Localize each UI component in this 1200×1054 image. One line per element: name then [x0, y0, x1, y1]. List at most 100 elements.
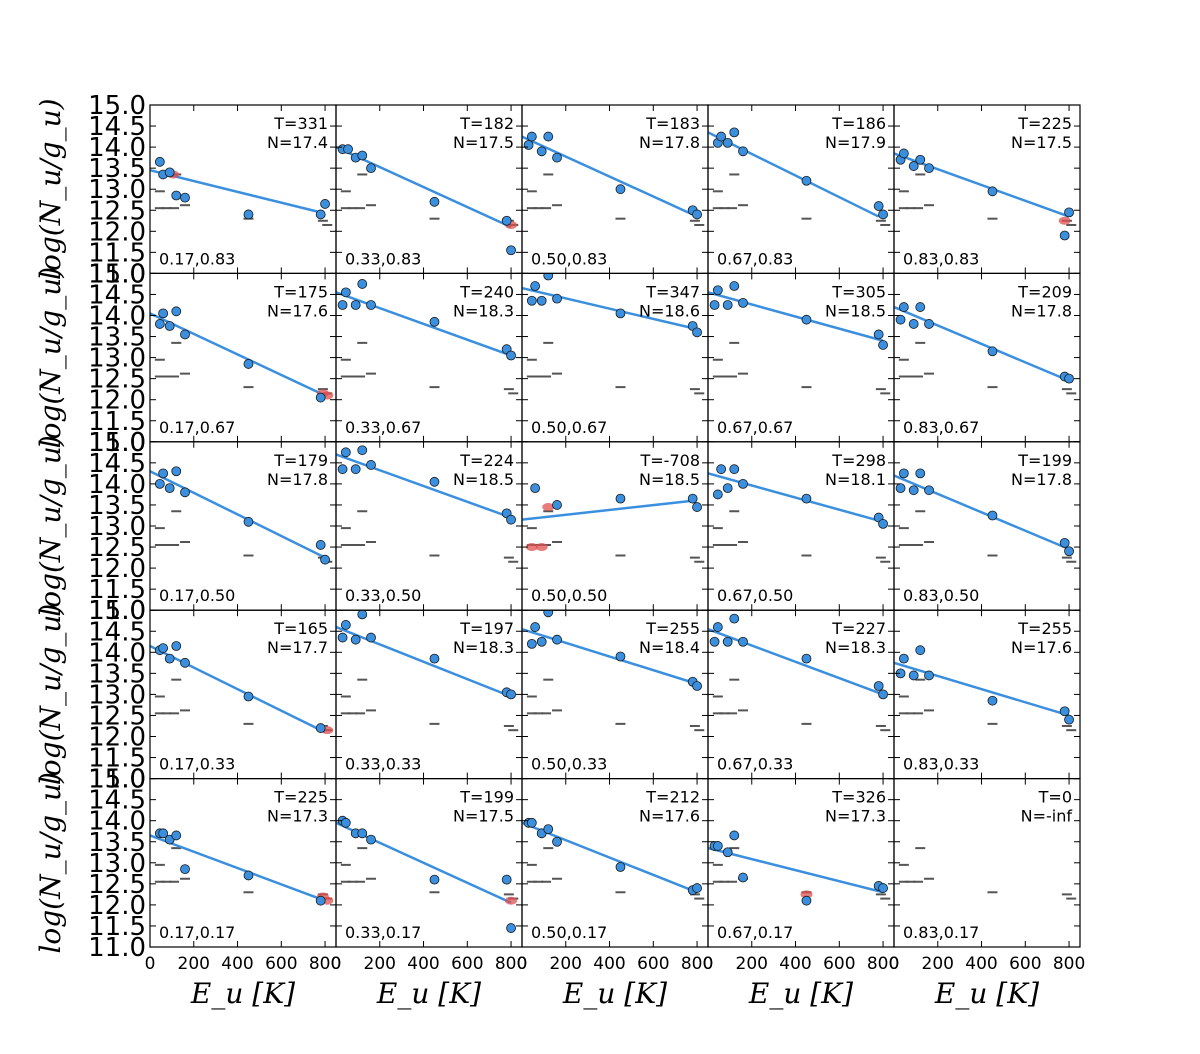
data-point [895, 314, 906, 325]
panel-column-density-label: N=17.3 [267, 807, 328, 826]
panel-position-label: 0.83,0.83 [903, 249, 979, 268]
panel-position-label: 0.50,0.50 [531, 586, 607, 605]
x-tick-label: 600 [265, 954, 297, 974]
data-point [898, 468, 909, 479]
panel-column-density-label: N=17.5 [1011, 133, 1072, 152]
x-tick-label: 400 [593, 954, 625, 974]
data-point [154, 478, 165, 489]
y-tick-label: 15.0 [88, 91, 146, 121]
data-point [801, 314, 812, 325]
data-point [873, 329, 884, 340]
x-tick-label: 600 [451, 954, 483, 974]
data-point [722, 137, 733, 148]
panel-column-density-label: N=17.8 [1011, 470, 1072, 489]
panel-column-density-label: N=18.4 [639, 638, 700, 657]
x-axis-title: E_u [K] [934, 977, 1039, 1010]
fit-line [150, 644, 326, 734]
y-tick-label: 11.5 [88, 912, 146, 942]
fit-line [522, 135, 694, 216]
panel-column-density-label: N=17.5 [453, 133, 514, 152]
panel-r2c0: T=179N=17.80.17,0.5011.011.512.012.513.0… [34, 428, 337, 626]
data-point [429, 316, 440, 327]
panel-temperature-label: T=227 [831, 619, 886, 638]
panel-position-label: 0.33,0.33 [345, 755, 421, 774]
data-point [171, 641, 182, 651]
panel-plot-area [150, 156, 333, 226]
panel-position-label: 0.33,0.50 [345, 586, 421, 605]
panel-position-label: 0.67,0.83 [717, 249, 793, 268]
panel-position-label: 0.33,0.17 [345, 923, 421, 942]
panel-column-density-label: N=18.5 [453, 470, 514, 489]
data-point [506, 245, 516, 256]
panel-position-label: 0.83,0.67 [903, 418, 979, 437]
data-point [158, 643, 169, 653]
data-point [315, 723, 326, 733]
y-tick-label: 12.0 [88, 386, 146, 416]
data-point [164, 653, 175, 664]
data-point [350, 634, 361, 645]
panel-position-label: 0.17,0.83 [159, 249, 235, 268]
data-point [692, 681, 702, 691]
data-point [801, 895, 812, 906]
data-point [552, 500, 562, 510]
data-point [1064, 714, 1074, 725]
panel-column-density-label: N=18.5 [639, 470, 700, 489]
data-point [543, 273, 554, 281]
y-tick-label: 14.5 [88, 280, 146, 310]
data-point [530, 281, 541, 291]
data-point [1059, 706, 1070, 717]
panel-column-density-label: N=18.3 [453, 638, 514, 657]
data-point [878, 209, 888, 220]
data-point [315, 392, 326, 403]
panel-r4c0: T=225N=17.30.17,0.1711.011.512.012.513.0… [34, 765, 341, 1010]
data-point [180, 329, 190, 340]
data-point [873, 201, 884, 211]
x-tick-label: 400 [221, 954, 253, 974]
data-point [987, 346, 998, 357]
data-point [552, 634, 562, 645]
fit-line [336, 625, 512, 698]
y-tick-label: 14.5 [88, 112, 146, 142]
panel-column-density-label: N=17.6 [1011, 638, 1072, 657]
panel-column-density-label: N=17.7 [267, 638, 328, 657]
panel-column-density-label: N=-inf [1021, 807, 1073, 826]
flagged-point [525, 543, 538, 552]
data-point [924, 319, 934, 329]
data-point [1059, 230, 1070, 241]
x-tick-label: 0 [145, 954, 156, 974]
flagged-point [800, 890, 813, 899]
data-point [898, 653, 909, 664]
data-point [536, 636, 547, 647]
data-point [712, 841, 723, 851]
data-point [738, 872, 748, 883]
data-point [801, 175, 812, 186]
data-point [158, 468, 169, 479]
y-tick-label: 13.5 [88, 323, 146, 353]
data-point [908, 161, 919, 171]
flagged-point [542, 503, 555, 512]
data-point [615, 862, 626, 872]
data-point [536, 146, 547, 157]
data-point [722, 483, 733, 494]
data-point [337, 464, 348, 475]
data-point [722, 636, 733, 647]
data-point [357, 279, 368, 289]
x-tick-label: 200 [178, 954, 210, 974]
y-tick-label: 11.0 [88, 933, 146, 963]
y-tick-label: 15.0 [88, 428, 146, 458]
panel-plot-area [894, 148, 1077, 241]
data-point [536, 295, 547, 306]
data-point [729, 127, 740, 138]
data-point [164, 167, 175, 178]
